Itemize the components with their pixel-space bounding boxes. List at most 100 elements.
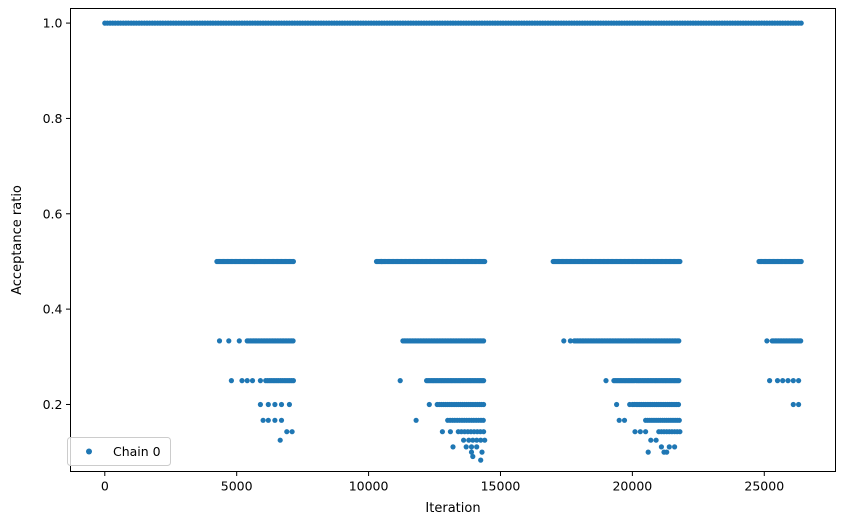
data-point-905 xyxy=(216,338,223,344)
data-point-939 xyxy=(478,457,484,463)
data-point-929 xyxy=(439,429,445,435)
plot-area xyxy=(102,20,804,463)
data-point-911 xyxy=(226,338,232,344)
data-point-920 xyxy=(272,417,278,423)
data-point-946 xyxy=(616,417,622,423)
data-point-941 xyxy=(567,338,574,344)
data-point-685 xyxy=(676,338,682,344)
y-tick-label-4: 1.0 xyxy=(43,16,63,31)
y-axis: 0.2 0.4 0.6 0.8 1.0 xyxy=(43,16,71,412)
data-point-918 xyxy=(260,417,266,423)
data-point-964 xyxy=(790,401,796,408)
data-point-923 xyxy=(284,429,290,435)
data-point-943 xyxy=(614,401,620,408)
data-point-264 xyxy=(798,20,804,26)
data-point-926 xyxy=(413,417,419,423)
legend: Chain 0 xyxy=(67,437,171,466)
data-point-916 xyxy=(278,401,285,408)
data-point-503 xyxy=(677,258,683,265)
data-point-933 xyxy=(463,444,469,450)
legend-marker xyxy=(86,448,92,455)
data-point-903 xyxy=(478,437,484,443)
data-point-757 xyxy=(481,378,487,384)
x-tick-label-4: 20000 xyxy=(612,479,652,494)
data-point-935 xyxy=(474,444,480,450)
data-point-881 xyxy=(676,417,682,423)
data-point-945 xyxy=(627,401,633,408)
data-point-938 xyxy=(470,453,476,460)
data-point-566 xyxy=(290,338,296,344)
data-point-927 xyxy=(397,378,403,384)
data-point-720 xyxy=(290,378,296,384)
data-point-910 xyxy=(257,378,263,384)
data-point-901 xyxy=(470,437,476,443)
data-point-848 xyxy=(675,401,682,408)
data-point-961 xyxy=(785,378,791,384)
data-point-951 xyxy=(653,437,659,443)
data-point-902 xyxy=(474,437,480,443)
data-point-952 xyxy=(658,444,665,450)
data-point-936 xyxy=(468,449,475,455)
data-point-914 xyxy=(265,401,271,408)
y-tick-label-3: 0.8 xyxy=(43,111,63,126)
data-point-958 xyxy=(767,378,773,384)
data-point-907 xyxy=(239,378,245,384)
data-point-956 xyxy=(664,449,670,455)
data-point-963 xyxy=(796,378,802,384)
data-point-406 xyxy=(482,258,488,265)
x-axis: 0 5000 10000 15000 20000 25000 xyxy=(101,471,784,494)
data-point-948 xyxy=(637,429,643,435)
data-point-915 xyxy=(272,401,278,408)
y-axis-label: Acceptance ratio xyxy=(10,185,25,295)
data-point-944 xyxy=(621,417,628,423)
data-point-921 xyxy=(278,417,285,423)
data-point-917 xyxy=(286,401,292,408)
data-point-966 xyxy=(764,338,770,344)
data-point-950 xyxy=(648,437,654,443)
data-point-900 xyxy=(466,437,472,443)
data-point-618 xyxy=(481,338,487,344)
data-point-930 xyxy=(447,429,453,435)
data-point-904 xyxy=(482,437,488,443)
data-point-959 xyxy=(774,378,781,384)
plot-frame xyxy=(70,8,836,472)
data-point-924 xyxy=(289,429,295,435)
data-point-536 xyxy=(798,258,804,265)
data-point-912 xyxy=(236,338,242,344)
data-point-919 xyxy=(265,417,271,423)
data-point-965 xyxy=(796,401,802,408)
legend-label: Chain 0 xyxy=(113,444,161,459)
x-tick-label-0: 0 xyxy=(101,479,109,494)
x-tick-label-1: 5000 xyxy=(221,479,253,494)
data-point-890 xyxy=(481,429,487,435)
data-point-931 xyxy=(450,444,456,450)
data-point-908 xyxy=(244,378,250,384)
data-point-822 xyxy=(481,401,487,408)
y-tick-label-0: 0.2 xyxy=(43,397,63,412)
data-point-864 xyxy=(480,417,486,423)
data-point-940 xyxy=(561,338,567,344)
data-point-960 xyxy=(780,378,786,384)
x-tick-label-5: 25000 xyxy=(744,479,784,494)
data-point-949 xyxy=(643,429,649,435)
data-point-909 xyxy=(249,378,256,384)
data-point-925 xyxy=(379,258,385,265)
data-point-704 xyxy=(798,338,804,344)
data-point-934 xyxy=(468,444,475,450)
data-point-937 xyxy=(479,449,485,455)
data-point-799 xyxy=(676,378,682,384)
data-point-899 xyxy=(677,429,683,435)
x-axis-label: Iteration xyxy=(425,501,480,516)
y-tick-label-2: 0.6 xyxy=(43,206,63,221)
data-point-932 xyxy=(461,437,467,443)
data-point-962 xyxy=(790,378,796,384)
data-point-942 xyxy=(603,378,609,384)
data-point-957 xyxy=(672,444,678,450)
data-point-928 xyxy=(426,401,432,408)
data-point-947 xyxy=(632,429,638,435)
data-point-922 xyxy=(277,437,283,443)
data-point-906 xyxy=(228,378,234,384)
x-tick-label-2: 10000 xyxy=(349,479,389,494)
legend-box xyxy=(67,437,171,466)
